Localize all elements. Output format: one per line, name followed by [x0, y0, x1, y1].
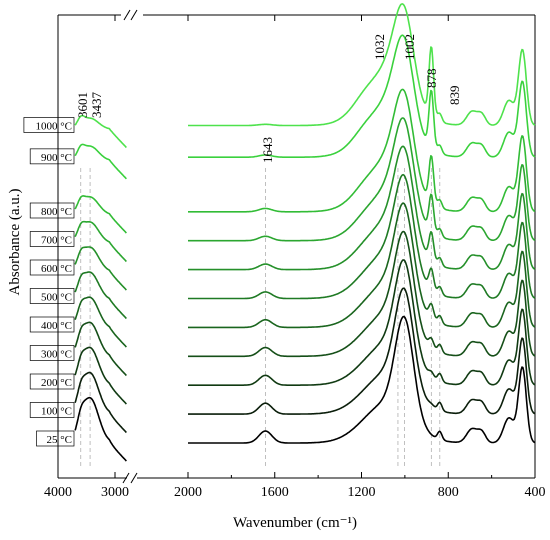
temperature-label-box [29, 259, 75, 276]
temperature-label-text: 200 °C [41, 377, 72, 389]
temperature-label-box [29, 231, 75, 247]
spectrum-right-8 [188, 88, 536, 213]
spectrum-right-7 [188, 117, 536, 242]
temperature-label-text: 600 °C [41, 263, 72, 275]
x-tick-label: 2000 [174, 485, 202, 500]
temperature-label-2: 200 °C [29, 373, 75, 390]
temperature-label-text: 700 °C [41, 235, 72, 247]
temperature-label-6: 600 °C [29, 259, 75, 276]
spectrum-right-5 [188, 173, 536, 300]
spectrum-right-2 [188, 259, 536, 386]
x-tick-label: 1200 [348, 485, 376, 500]
temperature-label-box [29, 316, 75, 333]
temperature-label-8: 800 °C [29, 202, 75, 219]
axis-break-mark-top [123, 9, 131, 21]
axis-break-mark-bottom [122, 472, 130, 484]
temperature-label-text: 500 °C [41, 292, 72, 304]
spectrum-left-1 [74, 371, 127, 434]
spectrum-right-1 [188, 287, 536, 415]
spectra [74, 3, 536, 462]
temperature-label-3: 300 °C [29, 345, 75, 361]
temperature-label-box [29, 402, 75, 418]
temperature-label-box [29, 345, 75, 361]
peak-label-3601: 3601 [75, 92, 90, 118]
spectrum-left-8 [74, 195, 127, 234]
x-tick-label: 3000 [101, 485, 129, 500]
spectrum-left-10 [74, 114, 127, 149]
temperature-label-4: 400 °C [29, 316, 75, 333]
spectrum-left-6 [74, 246, 127, 291]
peak-labels: 3601 3437 1643 1032 1002 878 839 [75, 34, 462, 163]
temperature-label-text: 900 °C [41, 152, 72, 164]
spectrum-right-0 [188, 315, 536, 444]
x-tick-label: 800 [438, 485, 459, 500]
spectrum-right-9 [188, 34, 536, 158]
temperature-label-box [29, 288, 75, 304]
spectrum-left-7 [74, 220, 127, 263]
temperature-label-7: 700 °C [29, 231, 75, 247]
temperature-label-text: 100 °C [41, 406, 72, 418]
peak-label-1002: 1002 [402, 34, 417, 60]
temperature-label-5: 500 °C [29, 288, 75, 304]
peak-label-1643: 1643 [260, 137, 275, 163]
peak-label-878: 878 [424, 69, 439, 89]
x-tick-label: 400 [525, 485, 546, 500]
temperature-label-0: 25 °C [36, 430, 75, 447]
temperature-label-9: 900 °C [29, 148, 75, 165]
peak-label-1032: 1032 [372, 34, 387, 60]
spectrum-left-2 [74, 346, 127, 405]
temperature-label-box [29, 202, 75, 219]
temperature-label-10: 1000 °C [23, 117, 75, 133]
temperature-label-text: 25 °C [47, 434, 73, 446]
temperature-label-text: 800 °C [41, 206, 72, 218]
axis-break-mark-bottom [130, 472, 138, 484]
temperature-label-1: 100 °C [29, 402, 75, 418]
temperature-label-text: 300 °C [41, 349, 72, 361]
temperature-label-box [23, 117, 75, 133]
peak-label-3437: 3437 [89, 92, 104, 119]
spectrum-right-10 [188, 3, 536, 127]
x-tick-label: 1600 [261, 485, 289, 500]
y-axis-title: Absorbance (a.u.) [7, 188, 23, 295]
temperature-label-box [29, 148, 75, 165]
temperature-label-box [29, 373, 75, 390]
temperature-label-text: 1000 °C [36, 121, 73, 133]
x-tick-label: 4000 [44, 485, 72, 500]
temperature-label-box [36, 430, 75, 447]
peak-guide-lines [80, 168, 441, 468]
temperature-labels: 25 °C 100 °C 200 °C 300 °C 400 °C 500 °C 600 °… [23, 117, 75, 447]
spectrum-left-5 [74, 271, 127, 320]
spectrum-right-6 [188, 145, 536, 271]
axis-break-mark-top [130, 9, 138, 21]
x-axis-ticks: 4000 3000 2000 1600 1200 800 400 [44, 15, 546, 500]
spectrum-left-9 [74, 143, 127, 180]
spectrum-left-4 [74, 296, 127, 348]
plot-frame [57, 9, 536, 484]
spectrum-left-3 [74, 321, 127, 377]
spectrum-left-0 [74, 396, 127, 462]
spectrum-right-3 [188, 230, 536, 358]
temperature-label-text: 400 °C [41, 320, 72, 332]
x-axis-title: Wavenumber (cm⁻¹) [233, 515, 357, 531]
peak-label-839: 839 [447, 86, 462, 106]
spectrum-right-4 [188, 202, 536, 329]
